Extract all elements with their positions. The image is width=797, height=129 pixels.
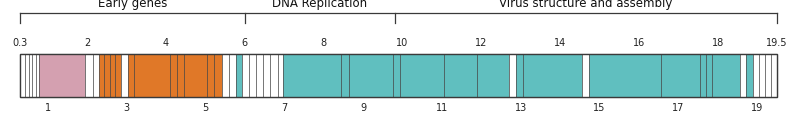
Text: 12: 12	[475, 38, 488, 48]
Bar	[241, 54, 249, 97]
Bar	[588, 54, 661, 97]
Text: 17: 17	[673, 103, 685, 113]
Text: 6: 6	[241, 38, 248, 48]
Bar	[270, 54, 278, 97]
Text: 16: 16	[633, 38, 646, 48]
Text: 15: 15	[594, 103, 606, 113]
Text: 4: 4	[163, 38, 169, 48]
Text: 2: 2	[84, 38, 90, 48]
Text: 8: 8	[320, 38, 327, 48]
Text: 7: 7	[281, 103, 287, 113]
Text: Early genes: Early genes	[97, 0, 167, 10]
Bar	[39, 54, 85, 97]
Bar	[32, 54, 36, 97]
Bar	[177, 54, 183, 97]
Bar	[110, 54, 116, 97]
Bar	[128, 54, 134, 97]
Text: 1: 1	[45, 103, 50, 113]
Bar	[20, 54, 25, 97]
Text: 0.3: 0.3	[12, 38, 28, 48]
Bar	[400, 54, 444, 97]
Bar	[85, 54, 93, 97]
Bar	[29, 54, 32, 97]
Bar	[104, 54, 110, 97]
Bar	[20, 54, 777, 97]
Bar	[760, 54, 765, 97]
Bar	[771, 54, 777, 97]
Text: 9: 9	[360, 103, 366, 113]
Bar	[36, 54, 39, 97]
Bar	[746, 54, 752, 97]
Bar	[249, 54, 256, 97]
Bar	[349, 54, 393, 97]
Bar	[121, 54, 128, 97]
Bar	[278, 54, 284, 97]
Text: 11: 11	[436, 103, 448, 113]
Bar	[477, 54, 509, 97]
Text: 13: 13	[515, 103, 527, 113]
Text: 18: 18	[712, 38, 724, 48]
Bar	[582, 54, 588, 97]
Bar	[752, 54, 760, 97]
Text: 3: 3	[124, 103, 129, 113]
Bar	[765, 54, 771, 97]
Bar	[740, 54, 746, 97]
Bar	[341, 54, 349, 97]
Bar	[207, 54, 214, 97]
Text: 5: 5	[202, 103, 208, 113]
Bar	[116, 54, 121, 97]
Bar	[20, 54, 777, 97]
Bar	[712, 54, 740, 97]
Bar	[214, 54, 222, 97]
Text: 19: 19	[752, 103, 764, 113]
Bar	[444, 54, 477, 97]
Bar	[523, 54, 582, 97]
Bar	[170, 54, 177, 97]
Bar	[93, 54, 99, 97]
Bar	[229, 54, 236, 97]
Bar	[509, 54, 516, 97]
Text: 10: 10	[396, 38, 409, 48]
Bar	[284, 54, 341, 97]
Bar	[263, 54, 270, 97]
Text: 14: 14	[554, 38, 567, 48]
Bar	[25, 54, 29, 97]
Bar	[183, 54, 207, 97]
Bar	[256, 54, 263, 97]
Bar	[222, 54, 229, 97]
Text: Virus structure and assembly: Virus structure and assembly	[499, 0, 673, 10]
Bar	[701, 54, 706, 97]
Bar	[393, 54, 400, 97]
Bar	[706, 54, 712, 97]
Bar	[134, 54, 170, 97]
Bar	[516, 54, 523, 97]
Text: DNA Replication: DNA Replication	[272, 0, 367, 10]
Bar	[661, 54, 701, 97]
Bar	[236, 54, 241, 97]
Text: 19.5: 19.5	[767, 38, 787, 48]
Bar	[99, 54, 104, 97]
